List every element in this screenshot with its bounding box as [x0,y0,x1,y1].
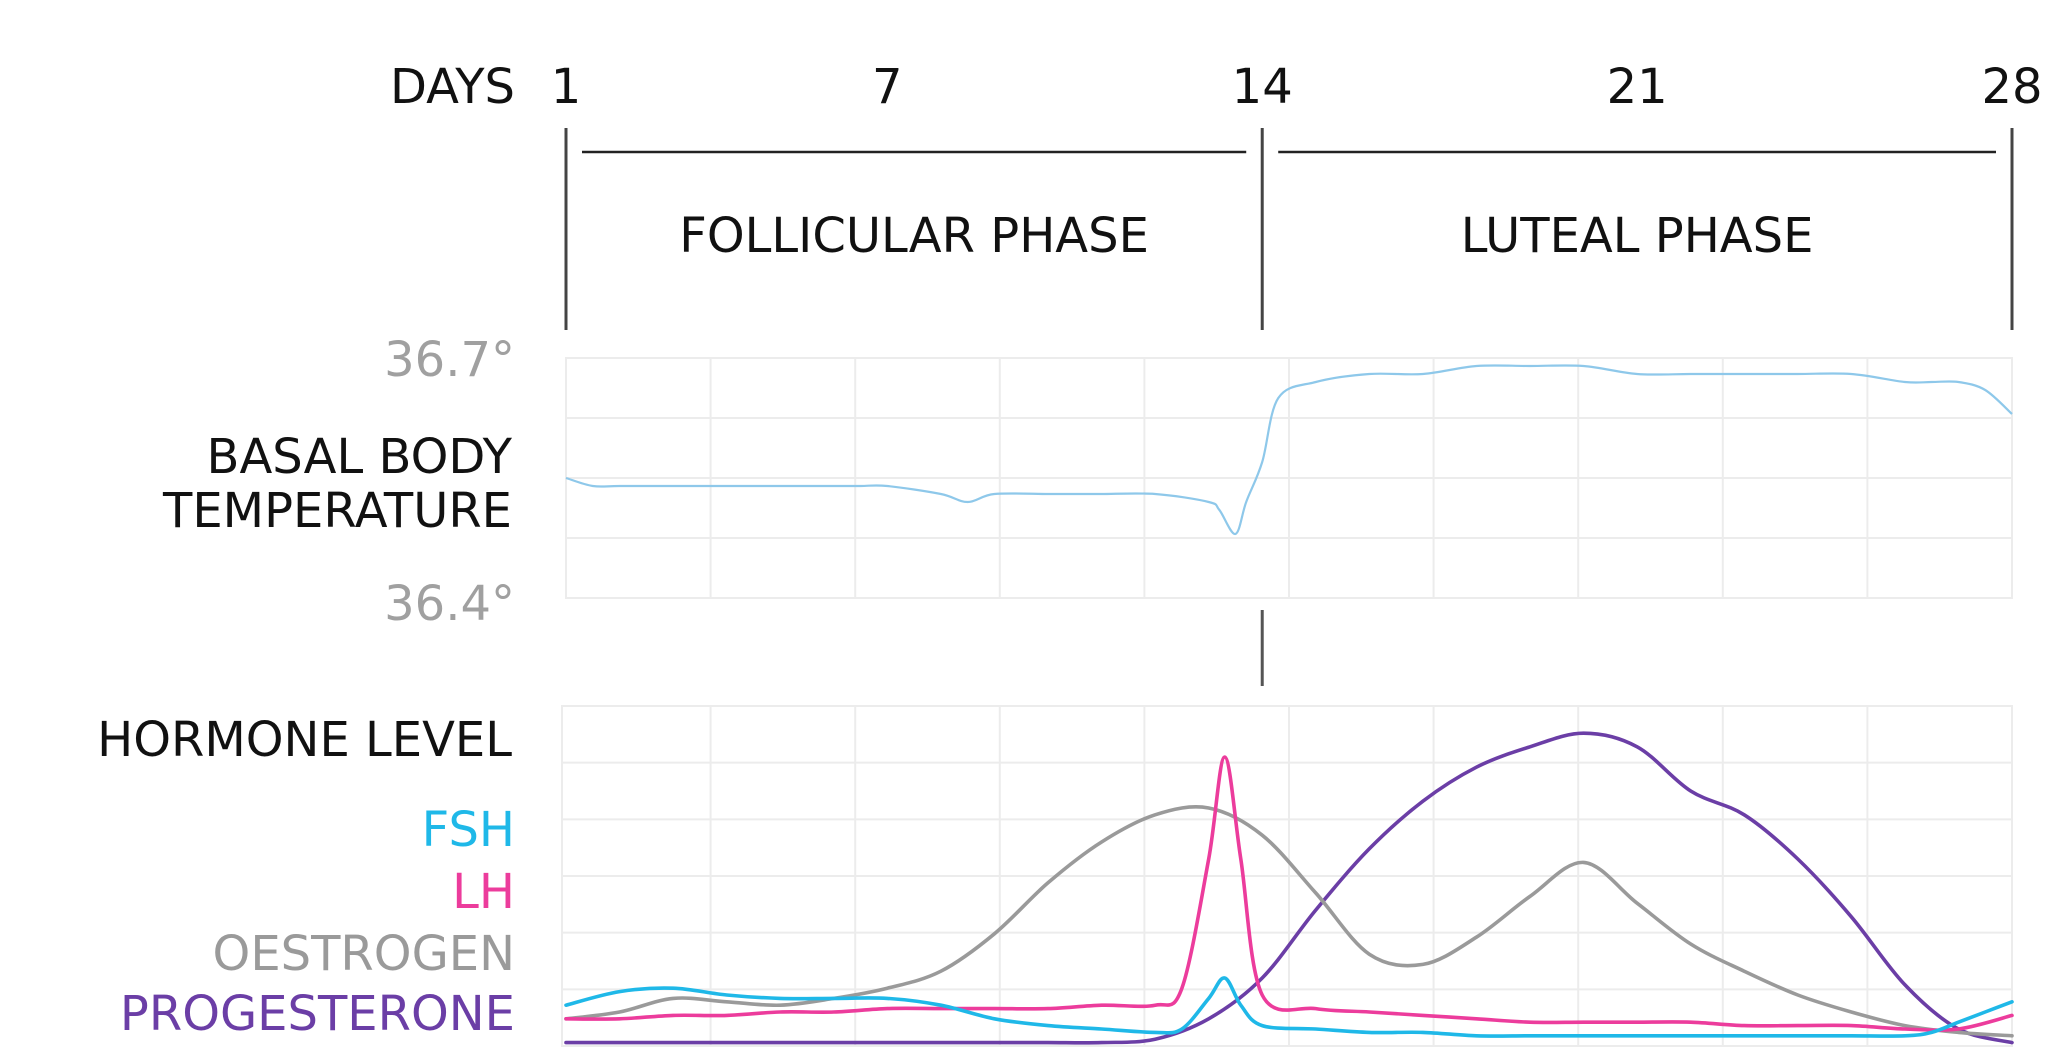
day-ticks: 1 7 14 21 28 [551,59,2043,115]
temperature-grid [565,357,2013,599]
legend-oestrogen: OESTROGEN [213,926,515,982]
temperature-line [565,364,2013,536]
hormone-level-label: HORMONE LEVEL [97,712,512,768]
series-line-fsh [564,976,2014,1038]
series-line-lh [564,755,2014,1032]
phase-label-0: FOLLICULAR PHASE [679,208,1149,264]
temperature-label-line2: TEMPERATURE [162,483,512,539]
series-line-oestrogen [564,805,2014,1038]
day-tick-1: 1 [551,59,582,115]
series-line-progesterone [564,731,2014,1045]
legend-fsh: FSH [422,802,515,858]
days-label: DAYS [390,59,515,115]
legend-lh: LH [452,864,515,920]
day-tick-7: 7 [872,59,903,115]
legend-progesterone: PROGESTERONE [120,986,515,1042]
temperature-min-label: 36.4° [384,576,515,632]
phase-label-1: LUTEAL PHASE [1461,208,1814,264]
temperature-max-label: 36.7° [384,332,515,388]
day-tick-21: 21 [1607,59,1668,115]
hormone-grid [561,705,2013,1047]
phase-brackets: FOLLICULAR PHASE LUTEAL PHASE [564,128,2014,330]
day-tick-28: 28 [1981,59,2042,115]
day-tick-14: 14 [1232,59,1293,115]
temperature-label-line1: BASAL BODY [207,429,513,485]
hormone-lines [564,731,2014,1045]
